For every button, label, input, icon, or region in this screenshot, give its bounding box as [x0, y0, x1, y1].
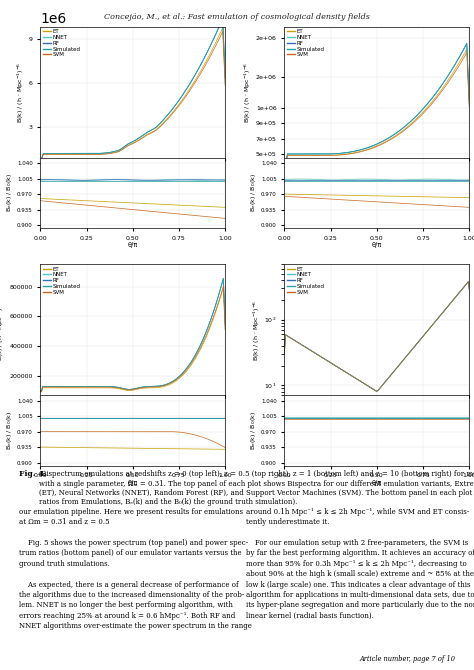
X-axis label: θ/π: θ/π — [372, 480, 382, 486]
X-axis label: θ/π: θ/π — [128, 480, 138, 486]
Y-axis label: B(k) / (h $\cdot$ Mpc$^{-1}$)$^{-6}$: B(k) / (h $\cdot$ Mpc$^{-1}$)$^{-6}$ — [251, 299, 262, 360]
Text: Bispectrum emulations at redshifts z = 0 (top left), z = 0.5 (top right), z = 1 : Bispectrum emulations at redshifts z = 0… — [39, 470, 474, 506]
Y-axis label: B$_{\rm e}$(k) / B$_0$(k): B$_{\rm e}$(k) / B$_0$(k) — [249, 411, 258, 450]
Y-axis label: B$_{\rm e}$(k) / B$_0$(k): B$_{\rm e}$(k) / B$_0$(k) — [5, 411, 14, 450]
Text: our emulation pipeline. Here we present results for emulations
at Ωm = 0.31 and : our emulation pipeline. Here we present … — [19, 508, 252, 630]
X-axis label: θ/π: θ/π — [372, 242, 382, 248]
Y-axis label: B$_{\rm e}$(k) / B$_0$(k): B$_{\rm e}$(k) / B$_0$(k) — [249, 174, 258, 212]
Y-axis label: B(k) / (h $\cdot$ Mpc$^{-1}$)$^{-6}$: B(k) / (h $\cdot$ Mpc$^{-1}$)$^{-6}$ — [16, 62, 26, 123]
Legend: ET, NNET, RF, Simulated, SVM: ET, NNET, RF, Simulated, SVM — [286, 28, 325, 58]
Y-axis label: B$_{\rm e}$(k) / B$_0$(k): B$_{\rm e}$(k) / B$_0$(k) — [5, 174, 14, 212]
Text: around 0.1h Mpc⁻¹ ≤ k ≤ 2h Mpc⁻¹, while SVM and ET consis-
tently underestimate : around 0.1h Mpc⁻¹ ≤ k ≤ 2h Mpc⁻¹, while … — [246, 508, 474, 620]
Legend: ET, NNET, RF, Simulated, SVM: ET, NNET, RF, Simulated, SVM — [42, 266, 81, 295]
X-axis label: θ/π: θ/π — [128, 242, 138, 248]
Text: Fig. 4.: Fig. 4. — [19, 470, 46, 478]
Legend: ET, NNET, RF, Simulated, SVM: ET, NNET, RF, Simulated, SVM — [42, 28, 81, 58]
Text: Concejão, M., et al.: Fast emulation of cosmological density fields: Concejão, M., et al.: Fast emulation of … — [104, 13, 370, 21]
Text: Article number, page 7 of 10: Article number, page 7 of 10 — [359, 655, 455, 663]
Y-axis label: B(k) / (h $\cdot$ Mpc$^{-1}$)$^{-6}$: B(k) / (h $\cdot$ Mpc$^{-1}$)$^{-6}$ — [0, 299, 7, 360]
Legend: ET, NNET, RF, Simulated, SVM: ET, NNET, RF, Simulated, SVM — [286, 266, 325, 295]
Y-axis label: B(k) / (h $\cdot$ Mpc$^{-1}$)$^{-6}$: B(k) / (h $\cdot$ Mpc$^{-1}$)$^{-6}$ — [243, 62, 253, 123]
